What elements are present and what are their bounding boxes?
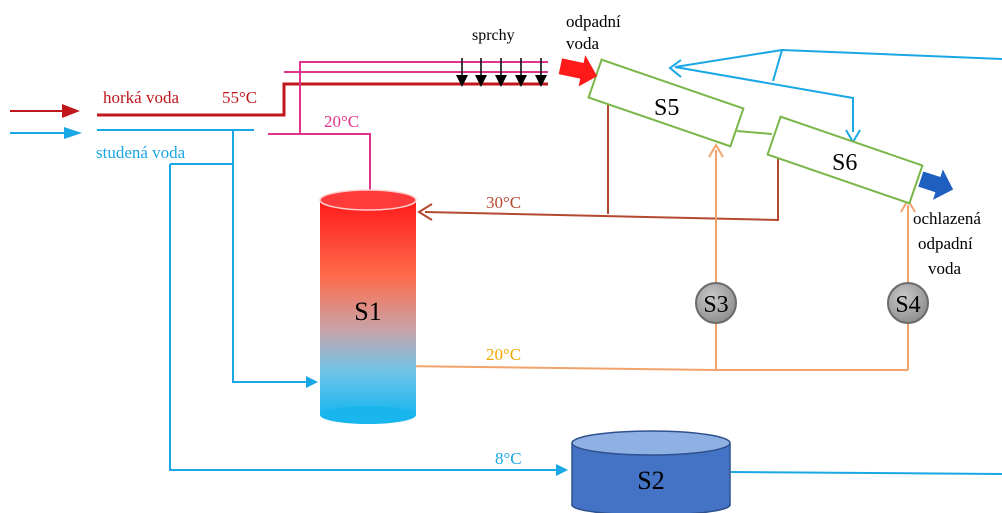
hot-water-label: horká voda — [103, 88, 179, 107]
temp-30-label: 30°C — [486, 193, 521, 212]
waste-out-arrow — [918, 169, 954, 200]
loop-arrow-left — [668, 59, 682, 78]
waste-in-arrow — [558, 55, 598, 87]
cold-inlet-arrow — [10, 127, 82, 139]
s4-label: S4 — [895, 292, 920, 318]
cold-into-s2-arrow — [556, 464, 568, 476]
cooled-label-2: odpadní — [918, 234, 973, 253]
tank-s2 — [571, 430, 731, 513]
cold-water-label: studená voda — [96, 143, 186, 162]
s5-s6-link — [736, 130, 773, 135]
shower-arrows — [456, 58, 547, 87]
showers-label: sprchy — [472, 27, 515, 44]
exchanger-s5 — [587, 58, 745, 148]
hot-temp-label: 55°C — [222, 88, 257, 107]
temp-20-top-label: 20°C — [324, 112, 359, 131]
return-30-line — [424, 104, 779, 222]
s5-label: S5 — [654, 95, 679, 121]
pump-s4 — [887, 282, 929, 324]
cooling-loop-line — [674, 48, 1002, 132]
tank-s1 — [319, 189, 417, 424]
hot-water-line — [97, 82, 548, 117]
cooled-label-3: voda — [928, 259, 962, 278]
hot-inlet-arrow — [10, 104, 80, 118]
exchanger-s6 — [766, 115, 924, 205]
waste-water-label-2: voda — [566, 34, 600, 53]
orange-20-line — [397, 150, 909, 371]
s1-label: S1 — [354, 297, 381, 326]
cold-water-line — [97, 129, 1002, 475]
waste-water-label-1: odpadní — [566, 12, 621, 31]
cooled-label-1: ochlazená — [913, 209, 981, 228]
s6-label: S6 — [832, 150, 857, 176]
cold-into-s1-arrow — [306, 376, 318, 388]
temp-20-mid-label: 20°C — [486, 345, 521, 364]
s3-label: S3 — [703, 292, 728, 318]
return-30-arrow — [417, 203, 433, 221]
temp-8-label: 8°C — [495, 449, 522, 468]
pump-s3 — [695, 282, 737, 324]
s2-label: S2 — [637, 466, 664, 495]
pink-supply-line — [268, 61, 548, 190]
orange-arrow-s5 — [708, 143, 724, 158]
